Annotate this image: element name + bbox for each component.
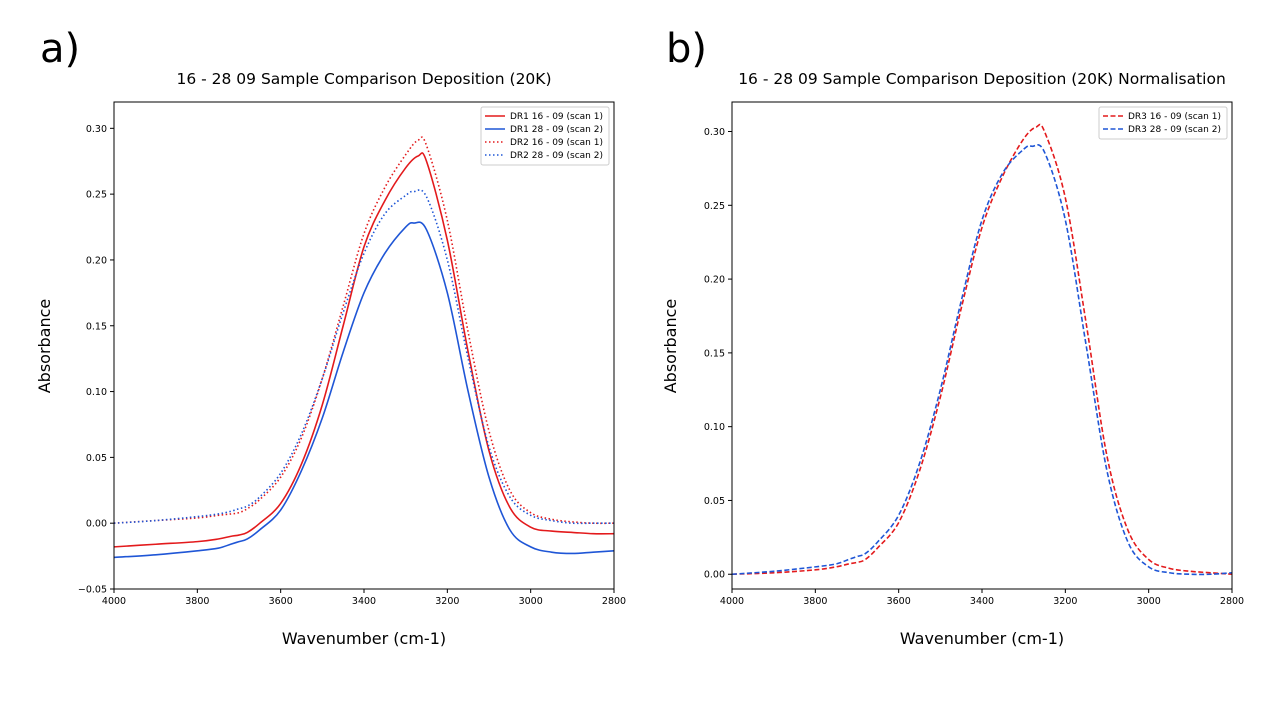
y-tick-label-b: 0.00: [704, 570, 725, 581]
legend-label-a-1: DR1 16 - 09 (scan 1): [510, 112, 603, 122]
x-tick-label-b: 3800: [803, 596, 827, 607]
legend-label-a-4: DR2 28 - 09 (scan 2): [510, 151, 603, 161]
chart-title-b: 16 - 28 09 Sample Comparison Deposition …: [738, 70, 1226, 88]
legend-box-b: [1098, 106, 1228, 140]
x-tick-label-b: 3200: [1053, 596, 1077, 607]
series-lines-b: [731, 123, 1233, 576]
chart-panel-b: b) 16 - 28 09 Sample Comparison Depositi…: [661, 26, 1244, 648]
series-line-a-2: [113, 221, 615, 559]
legend-box-a: [480, 106, 610, 166]
legend-b: DR3 16 - 09 (scan 1) DR3 28 - 09 (scan 2): [1098, 106, 1228, 140]
x-tick-label-b: 3600: [887, 596, 911, 607]
series-line-a-1: [113, 152, 615, 548]
plot-frame-a: [113, 101, 615, 590]
y-axis-label-a: Absorbance: [35, 299, 54, 394]
y-tick-label-a: 0.05: [86, 453, 107, 464]
x-tick-label-a: 4000: [102, 596, 126, 607]
legend-label-a-3: DR2 16 - 09 (scan 1): [510, 138, 603, 148]
y-tick-label-a: 0.15: [86, 321, 107, 332]
plot-area-a: [114, 102, 614, 589]
y-tick-label-b: 0.25: [704, 201, 725, 212]
y-tick-label-a: 0.20: [86, 255, 107, 266]
panel-label-a: a): [40, 26, 80, 72]
y-tick-label-a: −0.05: [78, 585, 107, 596]
series-lines-a: [113, 136, 615, 559]
plot-frame-b: [731, 101, 1233, 590]
y-tick-label-a: 0.00: [86, 519, 107, 530]
x-tick-label-b: 4000: [720, 596, 744, 607]
y-axis-label-b: Absorbance: [661, 299, 680, 394]
x-tick-label-a: 3000: [519, 596, 543, 607]
y-tick-label-b: 0.15: [704, 348, 725, 359]
x-tick-label-a: 3200: [435, 596, 459, 607]
x-tick-label-a: 3400: [352, 596, 376, 607]
plot-area-b: [732, 102, 1232, 589]
y-tick-label-a: 0.30: [86, 124, 107, 135]
legend-label-a-2: DR1 28 - 09 (scan 2): [510, 125, 603, 135]
x-tick-label-b: 3400: [970, 596, 994, 607]
y-tick-label-b: 0.30: [704, 127, 725, 138]
x-tick-label-b: 2800: [1220, 596, 1244, 607]
x-tick-label-a: 2800: [602, 596, 626, 607]
y-tick-label-b: 0.20: [704, 275, 725, 286]
series-line-b-1: [731, 123, 1233, 576]
y-tick-label-a: 0.10: [86, 387, 107, 398]
chart-title-a: 16 - 28 09 Sample Comparison Deposition …: [176, 70, 551, 88]
x-tick-label-b: 3000: [1137, 596, 1161, 607]
series-line-b-2: [731, 144, 1233, 576]
axis-ticks-a: 4000 3800 3600 3400 3200 3000 2800 −0.05 0.00 0.0…: [78, 124, 626, 607]
panel-label-b: b): [666, 26, 707, 72]
series-line-a-3: [113, 136, 615, 525]
y-tick-label-a: 0.25: [86, 190, 107, 201]
y-tick-label-b: 0.10: [704, 422, 725, 433]
x-axis-label-b: Wavenumber (cm-1): [900, 629, 1064, 648]
x-axis-label-a: Wavenumber (cm-1): [282, 629, 446, 648]
chart-panel-a: a) 16 - 28 09 Sample Comparison Depositi…: [35, 26, 626, 648]
y-tick-label-b: 0.05: [704, 496, 725, 507]
legend-label-b-1: DR3 16 - 09 (scan 1): [1128, 112, 1221, 122]
x-tick-label-a: 3600: [269, 596, 293, 607]
legend-a: DR1 16 - 09 (scan 1) DR1 28 - 09 (scan 2)…: [480, 106, 610, 166]
axis-ticks-b: 4000 3800 3600 3400 3200 3000 2800 0.00 0.05 0.10…: [704, 127, 1244, 607]
x-tick-label-a: 3800: [185, 596, 209, 607]
legend-label-b-2: DR3 28 - 09 (scan 2): [1128, 125, 1221, 135]
